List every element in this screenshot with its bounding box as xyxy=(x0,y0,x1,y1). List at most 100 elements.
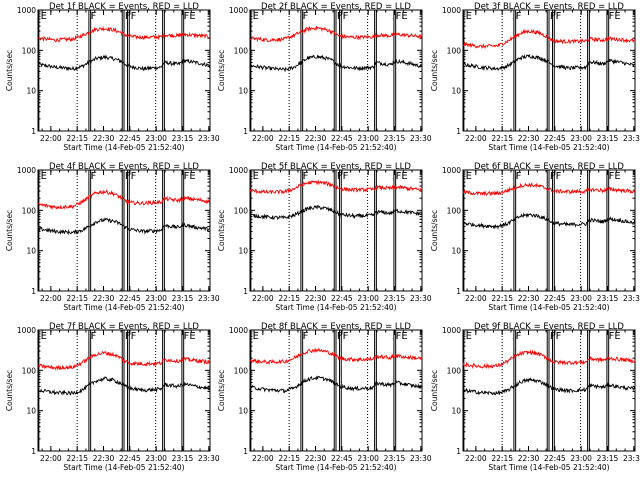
x-tick-label: 22:00 xyxy=(252,454,274,463)
y-axis-label: Counts/sec xyxy=(430,210,439,251)
y-tick-label: 1 xyxy=(456,287,461,296)
y-axis-label: Counts/sec xyxy=(430,370,439,411)
panel-4: Det 4f BLACK = Events, RED = LLD 1 10 100 10… xyxy=(5,162,220,312)
y-tick-label: 100 xyxy=(22,366,37,375)
y-tick-label: 100 xyxy=(447,366,462,375)
x-tick-label: 23:15 xyxy=(172,294,194,303)
x-axis-label: Start Time (14-Feb-05 21:52:40) xyxy=(275,303,396,312)
x-tick-label: 23:30 xyxy=(410,454,432,463)
y-tick-label: 100 xyxy=(447,46,462,55)
x-tick-label: 23:00 xyxy=(145,454,167,463)
x-tick-label: 23:15 xyxy=(384,134,406,143)
lld-series-line xyxy=(462,349,636,370)
x-tick-label: 22:00 xyxy=(465,134,487,143)
y-tick-label: 1000 xyxy=(17,6,36,15)
y-tick-label: 1 xyxy=(243,287,248,296)
panel-title: Det 3f BLACK = Events, RED = LLD xyxy=(474,2,624,12)
flag-label: FE xyxy=(396,171,408,182)
flag-label: FE xyxy=(184,331,196,342)
y-tick-label: 1000 xyxy=(442,326,461,335)
events-series-line xyxy=(37,217,211,236)
lld-series-line xyxy=(37,188,211,211)
flag-label: FE xyxy=(609,171,621,182)
x-tick-label: 22:30 xyxy=(93,294,115,303)
flag-label: F xyxy=(91,11,97,22)
x-tick-label: 22:15 xyxy=(491,454,513,463)
y-axis-label: Counts/sec xyxy=(217,210,226,251)
events-series-line xyxy=(462,212,636,230)
x-tick-label: 23:15 xyxy=(597,454,619,463)
y-tick-label: 1 xyxy=(243,127,248,136)
x-tick-label: 23:30 xyxy=(198,294,220,303)
x-tick-label: 22:15 xyxy=(278,454,300,463)
x-tick-label: 23:15 xyxy=(172,454,194,463)
flag-label: F xyxy=(91,171,97,182)
y-tick-label: 100 xyxy=(234,206,249,215)
x-tick-label: 22:45 xyxy=(544,134,566,143)
x-tick-label: 22:45 xyxy=(544,454,566,463)
x-tick-label: 23:15 xyxy=(597,294,619,303)
y-tick-label: 10 xyxy=(238,247,248,256)
x-tick-label: 22:45 xyxy=(331,454,353,463)
y-tick-label: 1000 xyxy=(442,6,461,15)
x-axis-label: Start Time (14-Feb-05 21:52:40) xyxy=(275,143,396,152)
x-tick-label: 23:00 xyxy=(570,134,592,143)
y-axis-label: Counts/sec xyxy=(5,50,14,91)
y-tick-label: 10 xyxy=(26,247,36,256)
lld-series-line xyxy=(249,26,423,43)
y-axis-label: Counts/sec xyxy=(217,370,226,411)
y-tick-label: 10 xyxy=(451,407,461,416)
lld-series-line xyxy=(249,179,423,195)
x-tick-label: 22:00 xyxy=(252,294,274,303)
y-tick-label: 1000 xyxy=(229,6,248,15)
x-tick-label: 22:00 xyxy=(40,134,62,143)
x-tick-label: 22:30 xyxy=(305,294,327,303)
x-tick-label: 23:00 xyxy=(570,294,592,303)
x-tick-label: 22:15 xyxy=(66,294,88,303)
x-axis-label: Start Time (14-Feb-05 21:52:40) xyxy=(63,463,184,472)
flag-label: E xyxy=(41,171,47,182)
x-tick-label: 22:30 xyxy=(305,454,327,463)
x-tick-label: 23:30 xyxy=(410,294,432,303)
x-axis-label: Start Time (14-Feb-05 21:52:40) xyxy=(488,143,609,152)
x-tick-label: 22:15 xyxy=(278,134,300,143)
x-tick-label: 22:00 xyxy=(40,294,62,303)
flag-label: F xyxy=(516,331,522,342)
x-tick-label: 23:15 xyxy=(384,294,406,303)
x-tick-label: 22:30 xyxy=(93,454,115,463)
flag-label: FE xyxy=(184,171,196,182)
x-tick-label: 22:45 xyxy=(119,134,141,143)
panel-2: Det 2f BLACK = Events, RED = LLD 1 10 100 10… xyxy=(217,2,432,152)
lld-series-line xyxy=(37,350,211,371)
x-axis-label: Start Time (14-Feb-05 21:52:40) xyxy=(63,303,184,312)
x-tick-label: 22:45 xyxy=(119,454,141,463)
flag-label: E xyxy=(253,11,259,22)
x-tick-label: 22:15 xyxy=(491,134,513,143)
x-tick-label: 23:30 xyxy=(623,294,640,303)
flag-label: FF xyxy=(125,171,137,182)
y-tick-label: 1 xyxy=(31,447,36,456)
x-tick-label: 23:15 xyxy=(172,134,194,143)
y-tick-label: 100 xyxy=(22,46,37,55)
x-tick-label: 22:45 xyxy=(119,294,141,303)
x-tick-label: 22:15 xyxy=(66,454,88,463)
x-tick-label: 22:00 xyxy=(40,454,62,463)
y-tick-label: 100 xyxy=(234,46,249,55)
flag-label: E xyxy=(41,331,47,342)
flag-label: E xyxy=(466,171,472,182)
y-tick-label: 1 xyxy=(31,127,36,136)
x-tick-label: 22:00 xyxy=(252,134,274,143)
x-tick-label: 22:45 xyxy=(544,294,566,303)
x-tick-label: 22:15 xyxy=(278,294,300,303)
flag-label: FF xyxy=(337,331,349,342)
flag-label: F xyxy=(516,171,522,182)
y-tick-label: 10 xyxy=(451,247,461,256)
events-series-line xyxy=(249,375,423,394)
y-tick-label: 10 xyxy=(238,407,248,416)
x-tick-label: 23:00 xyxy=(357,134,379,143)
panel-6: Det 6f BLACK = Events, RED = LLD 1 10 100 10… xyxy=(430,162,640,312)
x-tick-label: 22:30 xyxy=(93,134,115,143)
flag-label: FE xyxy=(184,11,196,22)
x-tick-label: 22:30 xyxy=(305,134,327,143)
y-tick-label: 100 xyxy=(447,206,462,215)
